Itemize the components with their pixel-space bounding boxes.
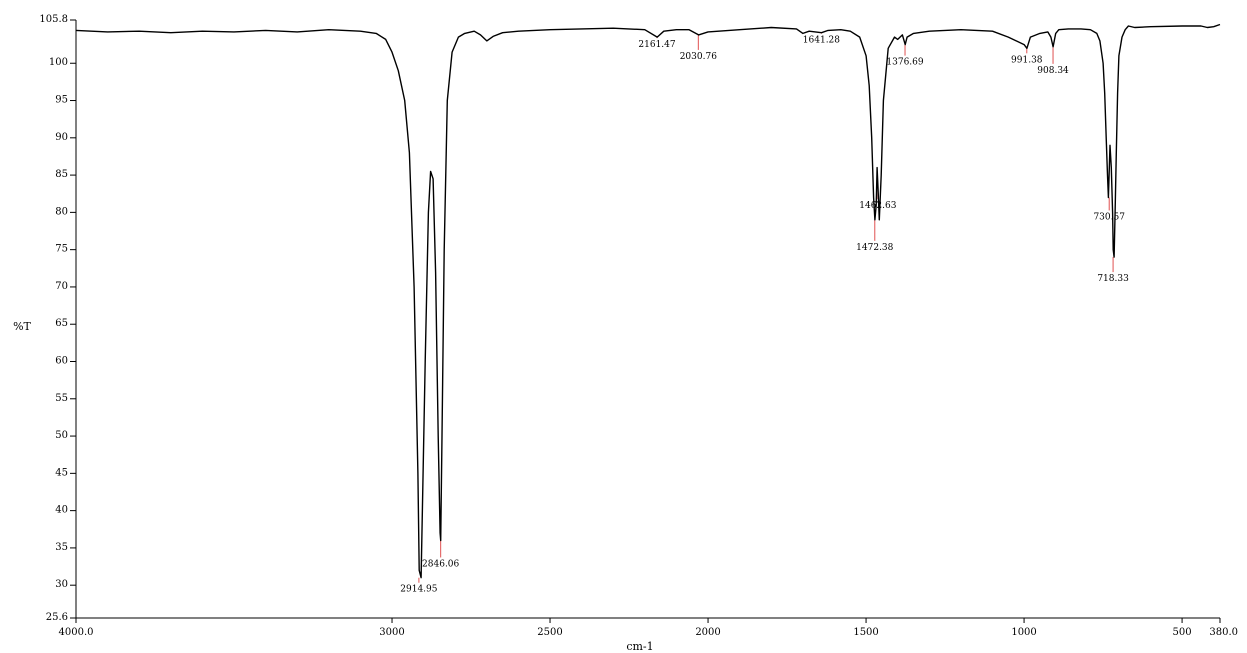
peak-label: 2914.95 <box>400 585 437 595</box>
x-tick-label: 2000 <box>695 627 720 638</box>
y-tick-label: 65 <box>55 318 68 329</box>
x-tick-label: 500 <box>1173 627 1192 638</box>
y-tick-label: 60 <box>55 356 68 367</box>
axes <box>75 20 1220 619</box>
y-tick-label: 70 <box>55 281 68 292</box>
spectrum-line <box>75 23 1221 579</box>
y-tick-label: 25.6 <box>46 612 68 623</box>
x-axis-title: cm-1 <box>626 640 653 653</box>
peak-label: 2846.06 <box>422 559 459 569</box>
x-tick-label: 3000 <box>379 627 404 638</box>
y-tick-label: 90 <box>55 132 68 143</box>
peak-label: 1462.63 <box>859 201 896 211</box>
peak-labels: 2914.95 2846.06 2161.47 2030.76 1641.28 1472.… <box>400 36 1129 595</box>
spectrum-series <box>75 23 1221 579</box>
x-tick-label: 2500 <box>537 627 562 638</box>
y-tick-label: 80 <box>55 206 68 217</box>
y-tick-label: 35 <box>55 542 68 553</box>
y-tick-label: 105.8 <box>39 14 68 25</box>
y-tick-label: 45 <box>55 467 68 478</box>
peak-label: 991.38 <box>1011 55 1043 65</box>
x-tick-label: 380.0 <box>1209 627 1238 638</box>
peak-markers <box>418 32 1114 583</box>
y-tick-label: 100 <box>49 57 68 68</box>
y-tick-label: 55 <box>55 393 68 404</box>
peak-label: 2161.47 <box>638 40 675 50</box>
x-tick-label: 4000.0 <box>59 627 94 638</box>
y-tick-label: 95 <box>55 95 68 106</box>
peak-label: 1472.38 <box>856 243 893 253</box>
peak-label: 2030.76 <box>680 52 717 62</box>
peak-label: 718.33 <box>1097 274 1129 284</box>
x-tick-label: 1000 <box>1011 627 1036 638</box>
x-tick-label: 1500 <box>853 627 878 638</box>
peak-label: 730.57 <box>1093 212 1125 222</box>
x-axis-ticks: 4000.0 3000 2500 2000 1500 1000 500 380.0 <box>59 618 1238 638</box>
y-axis-title: %T <box>13 320 31 333</box>
y-axis-ticks: 25.6 30 35 40 45 50 55 60 65 70 75 80 85 90 95 100 105.8 <box>39 14 76 623</box>
peak-label: 908.34 <box>1037 66 1069 76</box>
y-tick-label: 30 <box>55 579 68 590</box>
y-tick-label: 85 <box>55 169 68 180</box>
peak-label: 1376.69 <box>886 58 923 68</box>
peak-label: 1641.28 <box>803 36 840 46</box>
y-tick-label: 50 <box>55 430 68 441</box>
y-tick-label: 40 <box>55 505 68 516</box>
y-tick-label: 75 <box>55 244 68 255</box>
